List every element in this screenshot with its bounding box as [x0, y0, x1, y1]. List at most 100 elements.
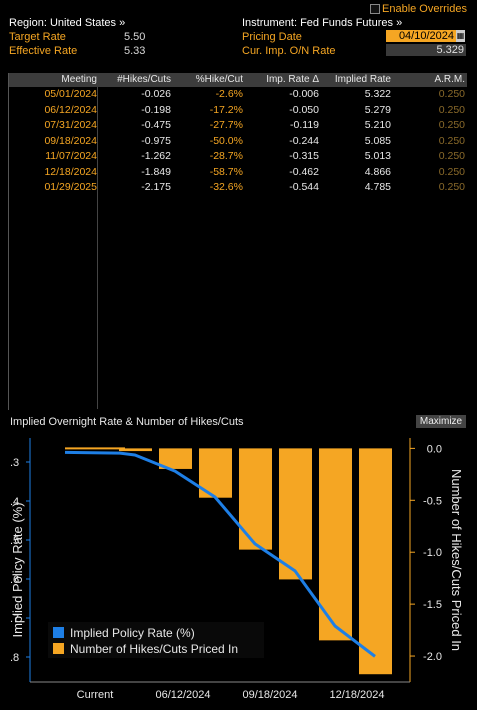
left-tick-label: .3: [10, 457, 19, 469]
pct-hike-cut: -28.7%: [209, 150, 243, 162]
arm-value: 0.250: [438, 103, 465, 116]
imp-rate-delta: -0.544: [289, 181, 319, 193]
rate-chart: 0.0 -0.5 -1.0 -1.5 -2.0 .3 .4 .5 .6 .7 .8 Current 06…: [10, 438, 464, 701]
hikes-cuts: -0.475: [141, 119, 171, 131]
implied-rate: 5.279: [364, 103, 391, 116]
table-row[interactable]: 06/12/2024 -0.198 -17.2% -0.050 5.279 0.250: [9, 103, 467, 117]
meeting-date: 11/07/2024: [45, 150, 97, 162]
left-axis-title: Implied Policy Rate (%): [10, 502, 25, 637]
region-selector[interactable]: Region: United States »: [9, 17, 126, 29]
cur-imp-rate-value: 5.329: [386, 44, 466, 56]
implied-rate: 5.085: [364, 134, 391, 147]
bar: [319, 448, 352, 641]
instrument-selector[interactable]: Instrument: Fed Funds Futures »: [242, 17, 403, 29]
left-tick-label: .6: [10, 574, 19, 586]
left-tick-label: .4: [10, 496, 19, 508]
calendar-icon[interactable]: ▦: [456, 30, 465, 42]
col-imp-rate-delta[interactable]: Imp. Rate Δ: [266, 74, 319, 85]
effective-rate-value: 5.33: [124, 45, 146, 57]
hikes-cuts: -1.262: [141, 150, 171, 162]
legend-box: [48, 622, 264, 658]
col-meeting[interactable]: Meeting: [61, 74, 97, 85]
pct-hike-cut: -58.7%: [209, 165, 243, 178]
implied-rate: 4.785: [364, 181, 391, 193]
series-line: [64, 450, 376, 658]
pct-hike-cut: -27.7%: [209, 119, 243, 131]
meeting-date: 07/31/2024: [44, 119, 97, 131]
enable-overrides-checkbox[interactable]: [370, 4, 380, 14]
arm-value: 0.250: [438, 88, 465, 100]
arm-value: 0.250: [438, 165, 465, 178]
hikes-cuts: -1.849: [141, 165, 171, 178]
pct-hike-cut: -32.6%: [209, 181, 243, 193]
imp-rate-delta: -0.244: [289, 134, 319, 147]
left-tick-label: .8: [10, 652, 19, 664]
implied-rate: 5.322: [364, 88, 391, 100]
meeting-date: 09/18/2024: [44, 134, 97, 147]
pricing-date-input[interactable]: 04/10/2024: [386, 30, 456, 42]
imp-rate-delta: -0.315: [289, 150, 319, 162]
col-hikes-cuts[interactable]: #Hikes/Cuts: [117, 74, 171, 85]
x-tick-label: 12/18/2024: [329, 689, 384, 701]
enable-overrides-label: Enable Overrides: [382, 3, 467, 15]
right-tick-label: 0.0: [427, 443, 442, 455]
legend-swatch-hikes: [53, 643, 64, 654]
col-pct-hike-cut[interactable]: %Hike/Cut: [195, 74, 243, 85]
meeting-date: 06/12/2024: [44, 103, 97, 116]
hikes-cuts: -2.175: [141, 181, 171, 193]
x-tick-label: Current: [77, 689, 114, 701]
imp-rate-delta: -0.050: [289, 103, 319, 116]
imp-rate-delta: -0.006: [289, 88, 319, 100]
col-arm[interactable]: A.R.M.: [434, 74, 465, 85]
arm-value: 0.250: [438, 134, 465, 147]
bar: [159, 448, 192, 469]
bar: [119, 448, 152, 452]
right-axis-title: Number of Hikes/Cuts Priced In: [449, 469, 464, 651]
right-tick-label: -1.0: [423, 547, 442, 559]
effective-rate-label: Effective Rate: [9, 45, 78, 57]
right-tick-label: -0.5: [423, 495, 442, 507]
table-row[interactable]: 07/31/2024 -0.475 -27.7% -0.119 5.210 0.250: [9, 118, 467, 132]
legend-label-rate: Implied Policy Rate (%): [70, 626, 195, 640]
hikes-cuts: -0.026: [141, 88, 171, 100]
x-tick-label: 06/12/2024: [155, 689, 210, 701]
table-row[interactable]: 01/29/2025 -2.175 -32.6% -0.544 4.785 0.250: [9, 180, 467, 194]
meeting-date: 05/01/2024: [44, 88, 97, 100]
table-row[interactable]: 05/01/2024 -0.026 -2.6% -0.006 5.322 0.250: [9, 87, 467, 101]
pct-hike-cut: -17.2%: [209, 103, 243, 116]
pricing-date-label: Pricing Date: [242, 31, 302, 43]
implied-rate: 5.013: [364, 150, 391, 162]
legend-label-hikes: Number of Hikes/Cuts Priced In: [70, 642, 238, 656]
chart-title: Implied Overnight Rate & Number of Hikes…: [10, 416, 244, 428]
table-header: Meeting #Hikes/Cuts %Hike/Cut Imp. Rate …: [9, 73, 467, 87]
legend-swatch-rate: [53, 627, 64, 638]
table-row[interactable]: 09/18/2024 -0.975 -50.0% -0.244 5.085 0.250: [9, 134, 467, 148]
left-tick-label: .5: [10, 535, 19, 547]
chart-header: Implied Overnight Rate & Number of Hikes…: [0, 414, 477, 430]
table-row[interactable]: 11/07/2024 -1.262 -28.7% -0.315 5.013 0.250: [9, 149, 467, 163]
bar: [279, 448, 312, 580]
right-tick-label: -1.5: [423, 599, 442, 611]
header-panel: Region: United States » Instrument: Fed …: [0, 0, 477, 70]
column-divider: [97, 87, 98, 409]
imp-rate-delta: -0.462: [289, 165, 319, 178]
bar: [65, 447, 125, 450]
maximize-button[interactable]: Maximize: [416, 415, 466, 428]
x-tick-label: 09/18/2024: [242, 689, 297, 701]
arm-value: 0.250: [438, 119, 465, 131]
left-tick-label: .7: [10, 613, 19, 625]
meetings-table: Meeting #Hikes/Cuts %Hike/Cut Imp. Rate …: [8, 73, 467, 410]
pct-hike-cut: -50.0%: [209, 134, 243, 147]
col-implied-rate[interactable]: Implied Rate: [334, 74, 391, 85]
table-row[interactable]: 12/18/2024 -1.849 -58.7% -0.462 4.866 0.250: [9, 165, 467, 179]
implied-rate: 4.866: [364, 165, 391, 178]
hikes-cuts: -0.198: [141, 103, 171, 116]
target-rate-value: 5.50: [124, 31, 146, 43]
imp-rate-delta: -0.119: [290, 119, 319, 131]
meeting-date: 01/29/2025: [44, 181, 97, 193]
meeting-date: 12/18/2024: [44, 165, 97, 178]
pct-hike-cut: -2.6%: [215, 88, 243, 100]
hikes-cuts: -0.975: [141, 134, 171, 147]
right-tick-label: -2.0: [423, 651, 442, 663]
arm-value: 0.250: [438, 181, 465, 193]
